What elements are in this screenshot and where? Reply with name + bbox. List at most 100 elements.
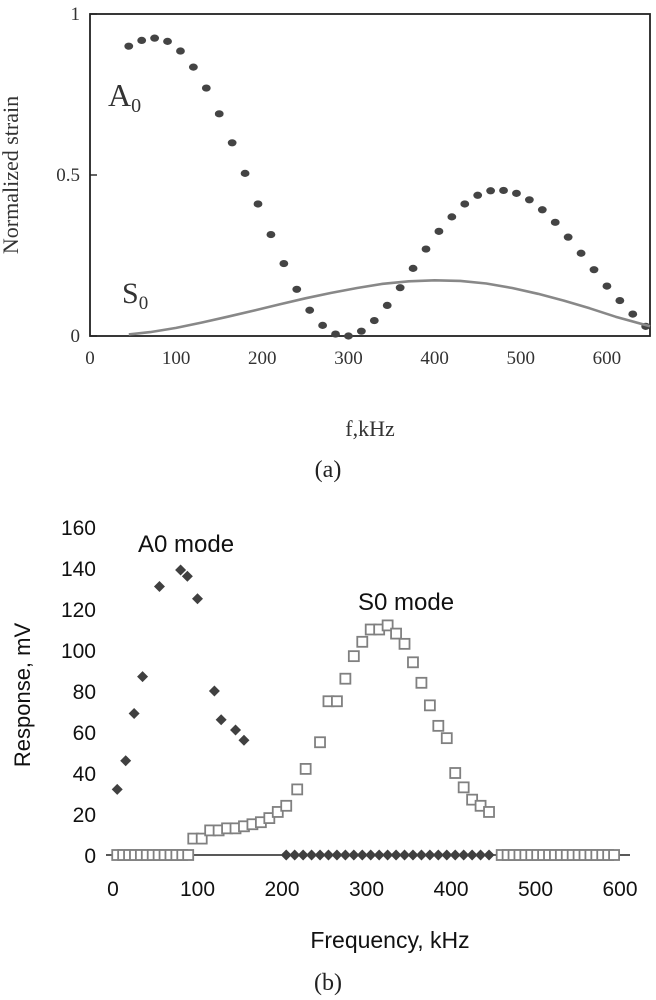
a0-mode-point	[432, 849, 444, 861]
panel-a-caption: (a)	[315, 457, 342, 483]
s0-mode-point	[331, 695, 343, 708]
a0-mode-point	[458, 849, 470, 861]
s0-mode-point	[474, 799, 487, 812]
a0-mode-point	[356, 849, 368, 861]
a0-point	[356, 327, 366, 335]
a0-mode-point	[128, 708, 140, 720]
series-label-a0-base: A	[108, 77, 131, 113]
s0-mode-point	[608, 849, 620, 861]
panel-a-y-tick-marks	[90, 13, 97, 337]
a0-mode-point	[449, 849, 461, 861]
panel-a-x-tick-label: 600	[593, 348, 622, 369]
a0-point	[201, 84, 211, 92]
s0-mode-point	[314, 736, 326, 749]
a0-point	[563, 233, 573, 241]
a0-mode-point	[331, 849, 343, 861]
a0-point	[615, 296, 625, 305]
a0-point	[408, 264, 418, 272]
s0-mode-point	[381, 619, 394, 632]
s0-mode-point	[390, 627, 402, 640]
s0-mode-point	[280, 799, 293, 812]
panel-b-data-marks	[111, 564, 620, 861]
a0-point	[305, 306, 315, 314]
a0-mode-point	[111, 783, 123, 795]
series-label-a0-mode: A0 mode	[138, 531, 234, 558]
panel-b-x-tick-label: 500	[518, 878, 553, 901]
a0-point	[214, 110, 224, 118]
s0-mode-point	[356, 635, 369, 648]
panel-a-y-tick-label: 1	[71, 4, 81, 25]
a0-point	[163, 37, 172, 45]
a0-point	[524, 196, 534, 204]
a0-mode-point	[399, 849, 411, 861]
panel-b-x-tick-label: 200	[264, 878, 299, 901]
a0-point	[473, 191, 483, 199]
s0-mode-point	[339, 672, 352, 685]
a0-mode-point	[466, 849, 478, 861]
panel-a-x-tick-label: 300	[334, 348, 363, 369]
s0-mode-point	[449, 767, 462, 779]
panel-a-strain-chart: 0 100 200 300 400 500 600 0 0.5 1 Normalized stra…	[0, 4, 651, 483]
panel-b-tick-labels: 0 100 200 300 400 500 600 0 20 40 60 80 100 120 140 160	[61, 517, 638, 901]
a0-point	[395, 284, 405, 292]
a0-point	[499, 186, 508, 195]
panel-b-x-tick-label: 600	[602, 878, 637, 901]
s0-mode-point	[423, 699, 436, 712]
panel-b-y-tick-label: 140	[61, 558, 96, 581]
panel-a-y-axis-label: Normalized strain	[0, 96, 23, 254]
panel-a-x-tick-label: 500	[507, 348, 536, 369]
s0-mode-point	[299, 763, 312, 775]
panel-a-x-tick-label: 400	[420, 348, 449, 369]
a0-point	[486, 187, 496, 195]
panel-b-x-tick-label: 100	[180, 878, 215, 901]
series-label-s0-mode: S0 mode	[358, 589, 454, 616]
a0-mode-point	[365, 849, 377, 861]
a0-mode-point	[339, 849, 351, 861]
a0-mode-point	[192, 593, 203, 605]
a0-mode-point	[322, 849, 334, 861]
a0-point	[279, 259, 289, 268]
a0-mode-point	[215, 714, 227, 726]
panel-b-caption: (b)	[314, 970, 342, 996]
panel-b-y-tick-label: 20	[73, 804, 96, 827]
s0-mode-point	[457, 781, 470, 794]
panel-b-x-tick-label: 400	[433, 878, 468, 901]
panel-a-x-tick-label: 100	[162, 348, 191, 369]
s0-mode-point	[432, 719, 445, 732]
a0-point	[628, 310, 638, 318]
s0-mode-point	[271, 806, 284, 818]
a0-mode-point	[181, 570, 193, 582]
series-label-s0-base: S	[122, 277, 139, 310]
a0-point	[576, 249, 586, 257]
panel-a-tick-labels: 0 100 200 300 400 500 600 0 0.5 1	[56, 4, 621, 369]
a0-point	[421, 245, 431, 253]
a0-mode-point	[475, 849, 487, 861]
s0-mode-point	[415, 676, 428, 689]
a0-point	[137, 36, 147, 45]
a0-point	[188, 63, 198, 71]
a0-mode-point	[153, 580, 165, 592]
panel-b-y-tick-label: 120	[61, 599, 96, 622]
series-label-s0: S0	[122, 277, 148, 314]
panel-a-data-marks	[124, 34, 651, 340]
a0-mode-point	[441, 849, 453, 861]
a0-mode-point	[407, 849, 419, 861]
a0-mode-point	[297, 849, 309, 861]
a0-mode-point	[280, 849, 292, 861]
a0-point	[512, 189, 521, 197]
a0-point	[460, 200, 470, 208]
a0-mode-point	[175, 564, 187, 576]
s0-mode-point	[483, 806, 495, 818]
a0-mode-point	[390, 849, 402, 861]
a0-point	[292, 285, 302, 293]
s0-mode-point	[407, 656, 419, 669]
a0-mode-point	[314, 849, 326, 861]
s0-mode-point	[398, 637, 411, 650]
a0-point	[550, 218, 560, 226]
panel-b-y-tick-label: 40	[73, 763, 96, 786]
a0-mode-point	[348, 849, 360, 861]
panel-a-y-tick-label: 0	[71, 326, 81, 347]
a0-point	[253, 200, 263, 208]
s0-line	[128, 278, 651, 336]
